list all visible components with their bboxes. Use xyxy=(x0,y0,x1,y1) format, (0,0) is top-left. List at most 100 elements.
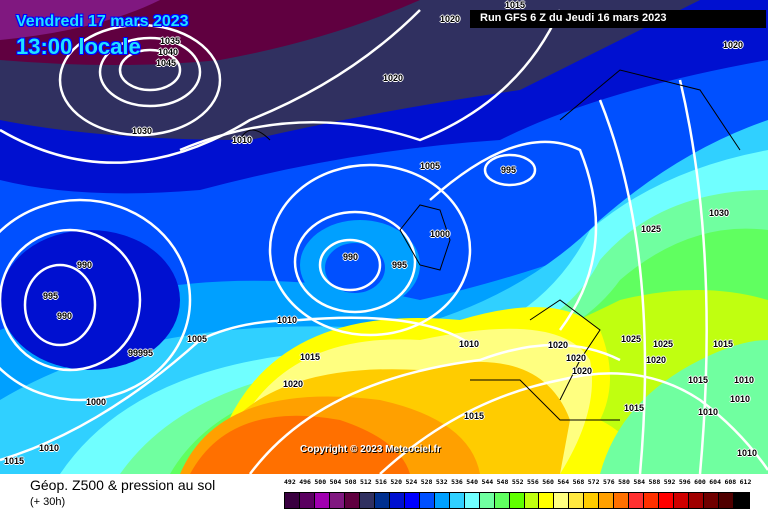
pressure-label: 1010 xyxy=(734,375,755,385)
scale-swatch xyxy=(584,493,600,508)
pressure-label: 1030 xyxy=(132,126,153,136)
scale-swatch xyxy=(479,493,495,508)
pressure-label: 1020 xyxy=(572,366,593,376)
scale-label: 592 xyxy=(663,478,676,486)
pressure-label: 995 xyxy=(392,260,408,270)
scale-label: 568 xyxy=(572,478,585,486)
scale-swatch xyxy=(659,493,675,508)
scale-label: 552 xyxy=(511,478,524,486)
scale-label: 520 xyxy=(390,478,403,486)
scale-label: 540 xyxy=(466,478,478,486)
scale-label: 564 xyxy=(557,478,570,486)
scale-swatch xyxy=(599,493,615,508)
pressure-label: 1020 xyxy=(646,355,667,365)
pressure-label: 1040 xyxy=(158,47,179,57)
scale-swatch xyxy=(419,493,435,508)
pressure-label: 1045 xyxy=(156,58,177,68)
scale-swatch xyxy=(389,493,405,508)
scale-swatch xyxy=(524,493,540,508)
pressure-label: 1010 xyxy=(232,135,253,145)
pressure-label: 990 xyxy=(343,252,359,262)
scale-swatch xyxy=(404,493,420,508)
weather-map: Vendredi 17 mars 2023 13:00 locale Run G… xyxy=(0,0,768,474)
pressure-label: 1030 xyxy=(709,208,730,218)
pressure-label: 995 xyxy=(43,291,59,301)
pressure-label: 1020 xyxy=(723,40,744,50)
color-scale-legend: 492 496 500 504 508 512 516 520 524 528 532 536 540 5… xyxy=(284,478,756,509)
scale-label: 512 xyxy=(359,478,372,486)
scale-label: 500 xyxy=(314,478,327,486)
scale-label: 556 xyxy=(527,478,539,486)
scale-swatch xyxy=(629,493,645,508)
scale-swatch xyxy=(449,493,465,508)
pressure-label: 990 xyxy=(57,311,73,321)
pressure-label: 1010 xyxy=(39,443,60,453)
pressure-label: 1000 xyxy=(86,397,107,407)
pressure-label: 1020 xyxy=(566,353,587,363)
pressure-label: 1025 xyxy=(621,334,642,344)
scale-swatch xyxy=(434,493,450,508)
pressure-label: 1000 xyxy=(430,229,451,239)
pressure-label: 1015 xyxy=(505,0,526,10)
scale-label: 600 xyxy=(694,478,706,486)
lead-time: (+ 30h) xyxy=(30,496,66,508)
scale-label: 536 xyxy=(451,478,463,486)
pressure-label: 990 xyxy=(77,260,93,270)
scale-label: 596 xyxy=(678,478,691,486)
scale-label: 492 xyxy=(284,478,296,486)
scale-label: 588 xyxy=(648,478,661,486)
scale-swatch xyxy=(285,493,300,508)
scale-swatch xyxy=(734,493,750,508)
scale-swatch xyxy=(674,493,690,508)
scale-label: 572 xyxy=(587,478,600,486)
pressure-label: 1015 xyxy=(713,339,734,349)
pressure-label: 1005 xyxy=(420,161,441,171)
scale-swatch xyxy=(464,493,480,508)
forecast-time: 13:00 locale xyxy=(16,34,141,59)
map-title: Géop. Z500 & pression au sol xyxy=(30,477,216,493)
scale-label: 548 xyxy=(496,478,509,486)
pressure-label: 1035 xyxy=(160,36,181,46)
scale-swatch xyxy=(374,493,390,508)
forecast-date: Vendredi 17 mars 2023 xyxy=(16,13,189,30)
pressure-label: 1010 xyxy=(698,407,719,417)
pressure-label: 1020 xyxy=(383,73,404,83)
pressure-label: 1015 xyxy=(4,456,25,466)
pressure-label: 1010 xyxy=(277,315,298,325)
scale-swatch xyxy=(344,493,360,508)
pressure-label: 1015 xyxy=(624,403,645,413)
scale-label: 504 xyxy=(329,478,342,486)
scale-swatch xyxy=(539,493,555,508)
scale-swatch xyxy=(704,493,720,508)
scale-swatch xyxy=(299,493,315,508)
pressure-label: 1015 xyxy=(464,411,485,421)
scale-label: 516 xyxy=(375,478,387,486)
scale-label: 528 xyxy=(420,478,433,486)
scale-label: 544 xyxy=(481,478,494,486)
pressure-label: 1020 xyxy=(440,14,461,24)
footer: Géop. Z500 & pression au sol (+ 30h) 492… xyxy=(0,474,768,512)
scale-swatch xyxy=(329,493,345,508)
pressure-label: 995 xyxy=(501,165,517,175)
pressure-label: 99995 xyxy=(128,348,154,358)
pressure-label: 1015 xyxy=(300,352,321,362)
pressure-label: 1005 xyxy=(187,334,208,344)
scale-bar xyxy=(284,492,750,509)
scale-swatch xyxy=(554,493,570,508)
scale-label: 560 xyxy=(542,478,554,486)
pressure-label: 1010 xyxy=(737,448,758,458)
scale-label: 576 xyxy=(602,478,615,486)
pressure-label: 1025 xyxy=(641,224,662,234)
run-info: Run GFS 6 Z du Jeudi 16 mars 2023 xyxy=(470,10,766,28)
scale-label: 608 xyxy=(724,478,737,486)
scale-swatch xyxy=(314,493,330,508)
scale-label: 612 xyxy=(739,478,752,486)
scale-label: 604 xyxy=(709,478,721,486)
pressure-label: 1010 xyxy=(459,339,480,349)
copyright: Copyright © 2023 Meteociel.fr xyxy=(300,444,441,455)
scale-swatch xyxy=(359,493,375,508)
scale-label: 580 xyxy=(618,478,630,486)
pressure-label: 1025 xyxy=(653,339,674,349)
scale-labels: 492 496 500 504 508 512 516 520 524 528 532 536 540 5… xyxy=(284,478,756,490)
pressure-label: 1020 xyxy=(283,379,304,389)
